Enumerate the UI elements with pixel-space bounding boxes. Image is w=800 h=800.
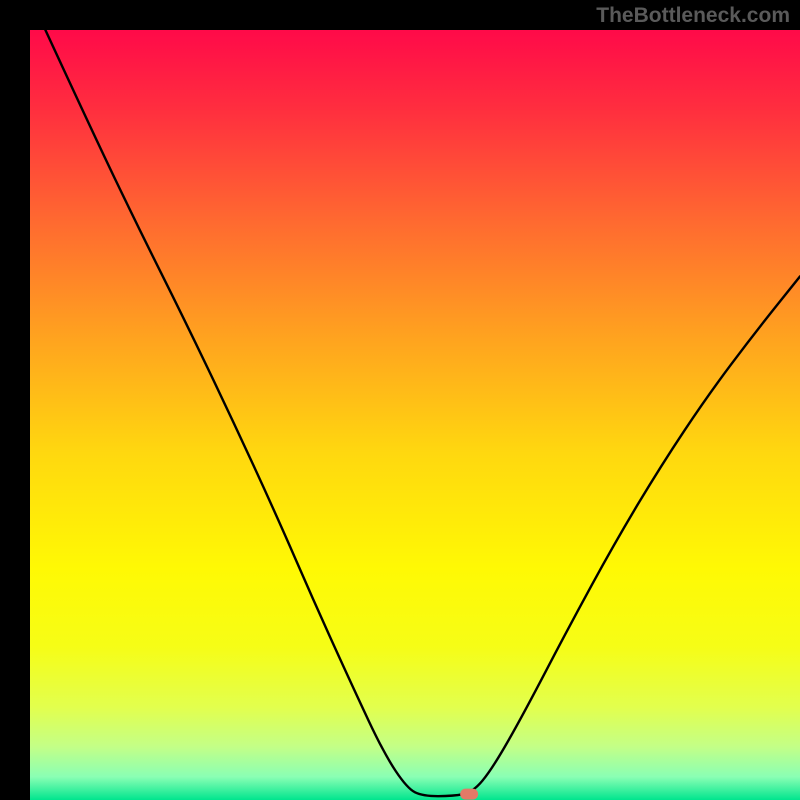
watermark-text: TheBottleneck.com [596,4,790,28]
plot-area [30,30,800,800]
bottleneck-curve [30,30,800,800]
curve-path [45,30,800,796]
chart-container: TheBottleneck.com [0,0,800,800]
optimal-point-marker [460,788,478,799]
